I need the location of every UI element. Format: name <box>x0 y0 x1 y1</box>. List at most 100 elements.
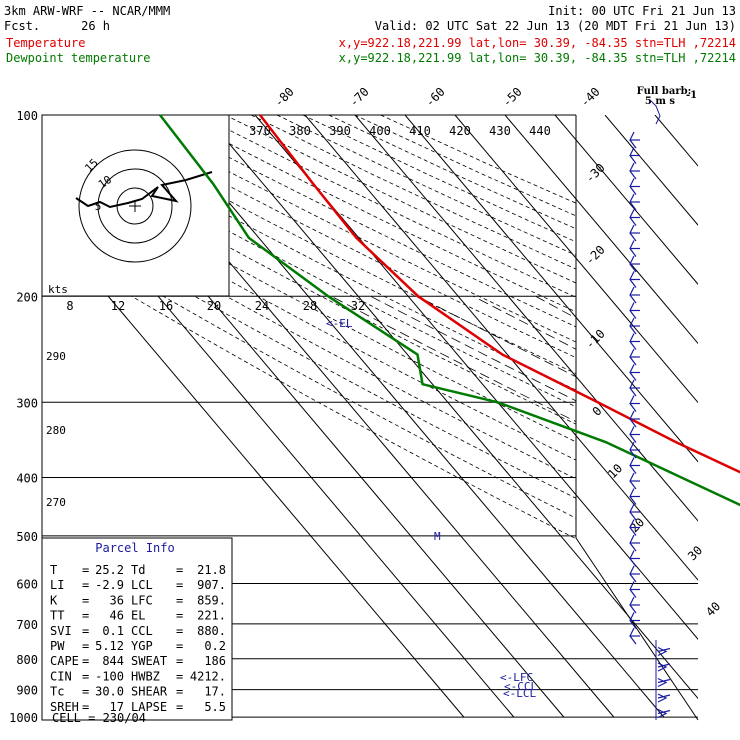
parcel-eq: = <box>82 700 89 714</box>
hodo-ring-label-5: 5 <box>95 200 102 213</box>
parcel-eq: = <box>176 578 183 592</box>
parcel-value: 30.0 <box>95 685 124 699</box>
hodo-speed-label-24: 24 <box>255 299 269 313</box>
parcel-key: EL <box>131 609 145 623</box>
wind-barb <box>629 519 640 536</box>
moist-adiabat-32 <box>597 296 740 717</box>
wind-barb <box>629 488 640 505</box>
parcel-eq: = <box>176 700 183 714</box>
wind-barb-shaft <box>657 662 668 672</box>
wind-barb <box>629 612 640 629</box>
parcel-value: 21.8 <box>197 563 226 577</box>
parcel-key: Td <box>131 563 145 577</box>
parcel-eq: = <box>82 669 89 683</box>
parcel-eq: = <box>82 593 89 607</box>
dry-adiabat-290 <box>42 174 576 461</box>
parcel-value: 221. <box>197 609 226 623</box>
wind-barb <box>629 364 640 381</box>
hodo-speed-label-28: 28 <box>303 299 317 313</box>
moist-adiabat-16 <box>370 295 576 402</box>
parcel-row: K = 36 LFC = 859. <box>50 593 226 607</box>
parcel-value: 46 <box>110 609 124 623</box>
wind-barb <box>657 708 671 719</box>
fcst-value: 26 h <box>81 19 110 33</box>
pressure-label-700: 700 <box>16 618 38 632</box>
dry-adiabat-lines <box>42 115 576 540</box>
isotherm--40 <box>354 115 698 522</box>
dewpoint-info: x,y=922.18,221.99 lat,lon= 30.39, -84.35… <box>339 51 736 65</box>
top-temp-label--50: -50 <box>500 85 525 110</box>
hodo-ring-label-10: 10 <box>96 173 114 191</box>
parcel-row: CAPE = 844 SWEAT = 186 <box>50 654 226 668</box>
parcel-key: CIN <box>50 669 72 683</box>
lcl-marker: <-LCL <box>503 687 536 700</box>
m-marker: M <box>434 530 441 543</box>
pressure-label-100: 100 <box>16 109 38 123</box>
parcel-eq: = <box>176 669 183 683</box>
parcel-key: LAPSE <box>131 700 167 714</box>
parcel-key: CAPE <box>50 654 79 668</box>
plot-right-frame <box>575 115 699 721</box>
init-time: Init: 00 UTC Fri 21 Jun 13 <box>548 4 736 18</box>
wind-barb <box>629 302 640 319</box>
parcel-eq: = <box>82 609 89 623</box>
parcel-key: LFC <box>131 593 153 607</box>
parcel-value: 186 <box>204 654 226 668</box>
temperature-trace <box>259 114 740 474</box>
hodograph-ring-15 <box>78 149 192 263</box>
parcel-value: 0.1 <box>102 624 124 638</box>
parcel-info-frame <box>41 537 233 721</box>
hodograph: 5 10 15 kts <box>41 114 230 297</box>
wind-barb <box>657 693 671 703</box>
wind-barb <box>629 627 640 645</box>
wind-barb-legend: Full barb: 5 m s -1 <box>637 86 697 125</box>
parcel-value: 5.5 <box>204 700 226 714</box>
hodo-speed-label-12: 12 <box>111 299 125 313</box>
parcel-eq: = <box>176 654 183 668</box>
isotherm--120 <box>42 217 465 718</box>
parcel-row: SVI = 0.1 CCL = 880. <box>50 624 226 638</box>
parcel-row: Tc = 30.0 SHEAR = 17. <box>50 685 226 699</box>
level-markers: <-EL M <-LFC <-CCL <-LCL <box>326 317 537 700</box>
header: 3km ARW-WRF -- NCAR/MMM Init: 00 UTC Fri… <box>4 4 736 65</box>
hodo-speed-scale: 8 12 16 20 24 28 32 <box>66 299 365 313</box>
parcel-key: LI <box>50 578 64 592</box>
right-temp-label-10: 10 <box>605 461 625 481</box>
parcel-key: HWBZ <box>131 669 160 683</box>
pressure-label-800: 800 <box>16 653 38 667</box>
wind-barb <box>629 379 640 397</box>
moist-adiabat-36 <box>650 296 740 717</box>
parcel-eq: = <box>176 563 183 577</box>
right-temp-label-40: 40 <box>703 599 723 619</box>
isotherm-0 <box>554 115 698 285</box>
wind-barb <box>629 162 640 180</box>
parcel-value: 844 <box>102 654 124 668</box>
parcel-value: 907. <box>197 578 226 592</box>
wind-barb <box>629 457 640 474</box>
right-temp-label-30: 30 <box>685 543 705 563</box>
temperature-label: Temperature <box>6 36 85 50</box>
top-temp-label--80: -80 <box>272 85 297 110</box>
parcel-eq: = <box>176 609 183 623</box>
right-temp-label--20: -20 <box>583 243 608 268</box>
parcel-key: TT <box>50 609 64 623</box>
wind-barb <box>629 581 640 598</box>
wind-barb-flag <box>657 663 671 668</box>
left-theta-label-270: 270 <box>46 496 66 509</box>
theta-label-390: 390 <box>329 124 351 138</box>
theta-label-440: 440 <box>529 124 551 138</box>
parcel-key: SVI <box>50 624 72 638</box>
parcel-value: 17 <box>110 700 124 714</box>
wind-barb <box>629 317 640 335</box>
dry-adiabat-460 <box>380 115 576 204</box>
theta-label-400: 400 <box>369 124 391 138</box>
parcel-row: CIN = -100 HWBZ = 4212. <box>50 669 226 683</box>
wind-barb <box>629 472 640 490</box>
left-theta-label-290: 290 <box>46 350 66 363</box>
parcel-value: -100 <box>95 669 124 683</box>
theta-label-420: 420 <box>449 124 471 138</box>
temperature-info: x,y=922.18,221.99 lat,lon= 30.39, -84.35… <box>339 36 736 50</box>
parcel-key: K <box>50 593 58 607</box>
